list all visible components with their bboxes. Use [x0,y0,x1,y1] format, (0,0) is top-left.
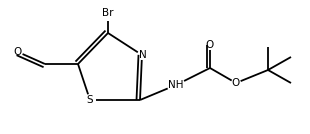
Text: NH: NH [168,80,184,90]
Text: S: S [87,95,93,105]
Text: N: N [139,50,147,60]
Text: Br: Br [102,8,114,18]
Text: O: O [206,40,214,50]
Text: O: O [14,47,22,57]
Text: O: O [232,78,240,88]
